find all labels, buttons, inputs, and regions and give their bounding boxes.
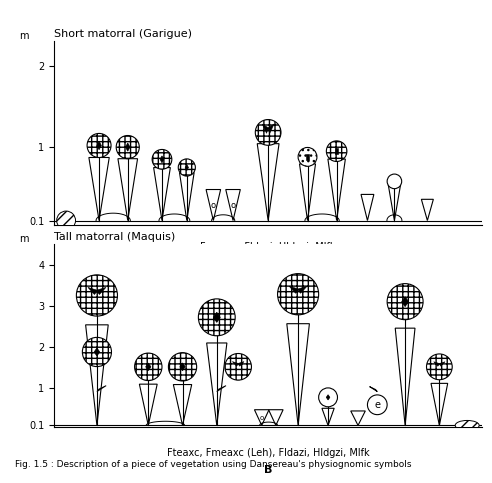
Polygon shape	[154, 168, 170, 221]
Bar	[335, 148, 338, 155]
Polygon shape	[254, 410, 269, 426]
Ellipse shape	[277, 273, 319, 315]
Ellipse shape	[455, 420, 479, 430]
Ellipse shape	[427, 354, 452, 380]
Polygon shape	[232, 362, 244, 366]
Polygon shape	[395, 328, 415, 426]
Ellipse shape	[326, 141, 347, 161]
Polygon shape	[118, 159, 138, 221]
Text: Fteaxc, Fmeaxc (Leh), Fldazi, Hldgzi, Mlfk: Fteaxc, Fmeaxc (Leh), Fldazi, Hldgzi, Ml…	[167, 448, 369, 458]
Text: Short matorral (Garigue): Short matorral (Garigue)	[54, 29, 192, 39]
Polygon shape	[289, 286, 307, 293]
Polygon shape	[217, 385, 226, 392]
Ellipse shape	[135, 353, 162, 381]
Ellipse shape	[87, 133, 111, 157]
Polygon shape	[206, 189, 220, 221]
Polygon shape	[262, 124, 274, 133]
Text: e: e	[374, 400, 380, 410]
Ellipse shape	[168, 353, 197, 381]
Polygon shape	[361, 195, 374, 221]
Text: o: o	[211, 201, 216, 210]
Text: B: B	[264, 465, 273, 475]
Polygon shape	[97, 385, 106, 392]
Text: A: A	[264, 260, 273, 270]
Ellipse shape	[225, 354, 251, 380]
Polygon shape	[180, 363, 185, 371]
Polygon shape	[139, 384, 157, 426]
Ellipse shape	[255, 119, 281, 145]
Polygon shape	[180, 173, 194, 221]
Polygon shape	[213, 312, 220, 323]
Ellipse shape	[198, 299, 235, 336]
Polygon shape	[160, 156, 164, 163]
Polygon shape	[86, 325, 108, 426]
Polygon shape	[94, 348, 100, 356]
Ellipse shape	[298, 147, 317, 166]
Text: Fig. 1.5 : Description of a piece of vegetation using Dansereau's physiognomic s: Fig. 1.5 : Description of a piece of veg…	[15, 460, 411, 469]
Y-axis label: m: m	[19, 234, 29, 244]
Polygon shape	[421, 199, 433, 221]
Polygon shape	[326, 395, 330, 400]
Polygon shape	[88, 287, 106, 295]
Ellipse shape	[178, 159, 195, 176]
Polygon shape	[185, 165, 188, 170]
Text: Fmeaxc, Fldazi, Hldgzi, Mlfk: Fmeaxc, Fldazi, Hldgzi, Mlfk	[200, 242, 336, 252]
Polygon shape	[287, 324, 309, 426]
Text: Tall matorral (Maquis): Tall matorral (Maquis)	[54, 232, 175, 242]
Ellipse shape	[387, 174, 401, 189]
Polygon shape	[351, 411, 365, 426]
Polygon shape	[434, 362, 445, 366]
Polygon shape	[322, 408, 334, 426]
Polygon shape	[226, 189, 240, 221]
Y-axis label: m: m	[19, 31, 29, 41]
Bar	[306, 154, 309, 160]
Polygon shape	[173, 384, 192, 426]
Ellipse shape	[82, 337, 112, 367]
Polygon shape	[369, 386, 377, 392]
Ellipse shape	[57, 211, 76, 230]
Polygon shape	[328, 159, 345, 221]
Polygon shape	[125, 143, 130, 151]
Polygon shape	[146, 363, 151, 370]
Ellipse shape	[76, 275, 118, 316]
Ellipse shape	[319, 388, 338, 407]
Polygon shape	[300, 164, 315, 221]
Polygon shape	[388, 185, 400, 221]
Polygon shape	[431, 384, 448, 426]
Text: o: o	[230, 201, 236, 210]
Ellipse shape	[152, 149, 172, 169]
Ellipse shape	[116, 136, 139, 159]
Ellipse shape	[387, 284, 423, 320]
Text: o: o	[260, 415, 264, 421]
Polygon shape	[97, 141, 101, 150]
Polygon shape	[257, 143, 279, 221]
Polygon shape	[401, 297, 408, 307]
Ellipse shape	[368, 395, 387, 414]
Polygon shape	[89, 157, 109, 221]
Polygon shape	[269, 410, 283, 426]
Polygon shape	[207, 343, 227, 426]
